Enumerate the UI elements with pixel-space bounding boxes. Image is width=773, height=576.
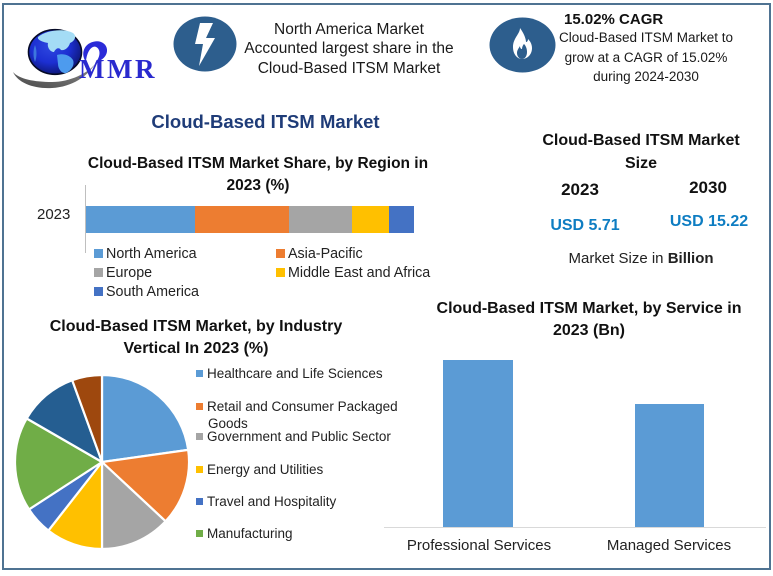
svg-text:MMR: MMR — [79, 54, 157, 84]
